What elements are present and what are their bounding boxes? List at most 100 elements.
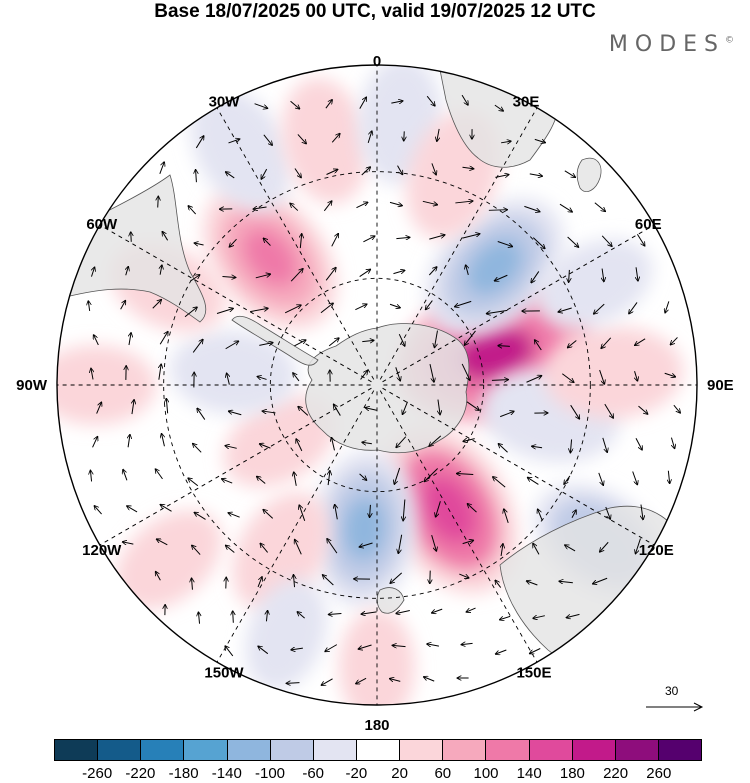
wind-vector xyxy=(193,444,202,453)
longitude-label: 120W xyxy=(82,542,122,559)
wind-vector xyxy=(571,510,576,519)
wind-vector xyxy=(429,435,442,446)
colorbar-cell xyxy=(400,740,444,760)
wind-vector xyxy=(264,238,271,246)
wind-vector xyxy=(331,234,338,247)
wind-vector xyxy=(424,468,438,482)
wind-vector xyxy=(426,300,433,310)
wind-vector xyxy=(257,476,266,484)
wind-vector xyxy=(233,611,234,623)
wind-vector xyxy=(287,683,300,684)
wind-vector xyxy=(671,337,678,344)
wind-vector xyxy=(504,509,509,524)
wind-vector xyxy=(599,369,605,384)
wind-vector xyxy=(359,473,367,480)
wind-vector xyxy=(293,575,294,588)
longitude-label: 150W xyxy=(204,664,244,681)
wind-vector xyxy=(327,539,338,554)
colorbar-tick-label: -140 xyxy=(211,765,242,782)
wind-vector xyxy=(225,446,237,449)
wind-vector xyxy=(668,470,669,483)
wind-vector xyxy=(403,499,405,521)
wind-vector xyxy=(465,330,476,345)
wind-vector xyxy=(162,434,165,447)
wind-vector xyxy=(361,167,371,176)
wind-vector xyxy=(393,270,404,275)
wind-vector xyxy=(528,478,539,485)
antarctic-peninsula xyxy=(231,315,319,366)
wind-vector xyxy=(602,268,604,282)
wind-vector xyxy=(197,408,206,420)
wind-vector xyxy=(159,162,164,175)
wind-vector xyxy=(250,308,268,313)
anomaly-blob xyxy=(543,326,684,419)
wind-vector xyxy=(467,504,477,513)
wind-vector xyxy=(293,373,300,382)
colorbar-cell xyxy=(529,740,573,760)
wind-vector xyxy=(261,168,268,179)
wind-vector xyxy=(362,340,373,341)
wind-vector xyxy=(263,134,272,145)
wind-vector xyxy=(632,471,638,484)
anomaly-blob xyxy=(536,239,653,328)
wind-vector xyxy=(665,301,670,312)
wind-vector xyxy=(323,575,334,586)
colorbar-cell xyxy=(313,740,357,760)
wind-vector xyxy=(325,644,338,652)
wind-vector xyxy=(365,408,377,411)
wind-vector xyxy=(263,510,274,519)
wind-vector xyxy=(493,477,506,488)
wind-vector xyxy=(222,479,233,484)
longitude-label: 60W xyxy=(86,216,118,233)
wind-vector xyxy=(194,243,204,245)
wind-vector xyxy=(463,439,475,442)
wind-vector xyxy=(398,534,403,554)
wind-vector xyxy=(488,210,507,211)
colorbar-tick-label: 140 xyxy=(516,765,542,782)
wind-vector xyxy=(389,201,402,205)
wind-vector xyxy=(466,607,476,612)
wind-vector xyxy=(160,505,172,512)
wind-vector xyxy=(636,538,641,554)
wind-vector xyxy=(188,478,199,487)
wind-vector xyxy=(159,332,168,345)
wind-vector xyxy=(229,411,242,416)
longitude-label: 90E xyxy=(707,377,734,394)
reference-vector-label: 30 xyxy=(665,684,679,698)
wind-vector xyxy=(259,343,272,346)
wind-vector xyxy=(395,367,400,380)
wind-vector xyxy=(166,399,167,414)
wind-vector xyxy=(260,444,271,449)
wind-vector xyxy=(593,577,608,583)
wind-vector xyxy=(459,573,468,578)
wind-vector xyxy=(356,202,367,209)
wind-vector xyxy=(396,610,410,614)
wind-vector xyxy=(498,346,510,347)
wind-vector xyxy=(533,616,545,619)
wind-vector xyxy=(562,373,573,382)
wind-vector xyxy=(498,444,508,453)
wind-vector xyxy=(396,436,407,448)
colorbar-tick-label: -260 xyxy=(82,765,113,782)
wind-vector xyxy=(429,235,444,240)
wind-vector xyxy=(567,236,579,247)
colorbar-tick-label: 260 xyxy=(646,765,672,782)
wind-vector xyxy=(359,542,373,547)
colorbar-tick-labels: -260 -220 -180 -140 -100 -60 -20 20 60 100 140 180 2… xyxy=(0,765,750,783)
wind-vector xyxy=(359,97,366,109)
colorbar-cell xyxy=(658,740,702,760)
wind-vector xyxy=(501,544,503,557)
wind-vector xyxy=(638,405,647,414)
colorbar-cell xyxy=(55,740,99,760)
wind-vector xyxy=(570,439,571,452)
wind-vector xyxy=(326,169,338,175)
wind-vector xyxy=(132,400,134,415)
wind-vector xyxy=(229,238,237,247)
wind-vector xyxy=(594,202,605,211)
wind-vector xyxy=(192,578,193,590)
wind-vector xyxy=(559,581,573,583)
wind-vector xyxy=(321,678,333,685)
wind-vector xyxy=(428,267,436,276)
wind-vector xyxy=(198,612,199,624)
wind-vector xyxy=(158,197,159,208)
